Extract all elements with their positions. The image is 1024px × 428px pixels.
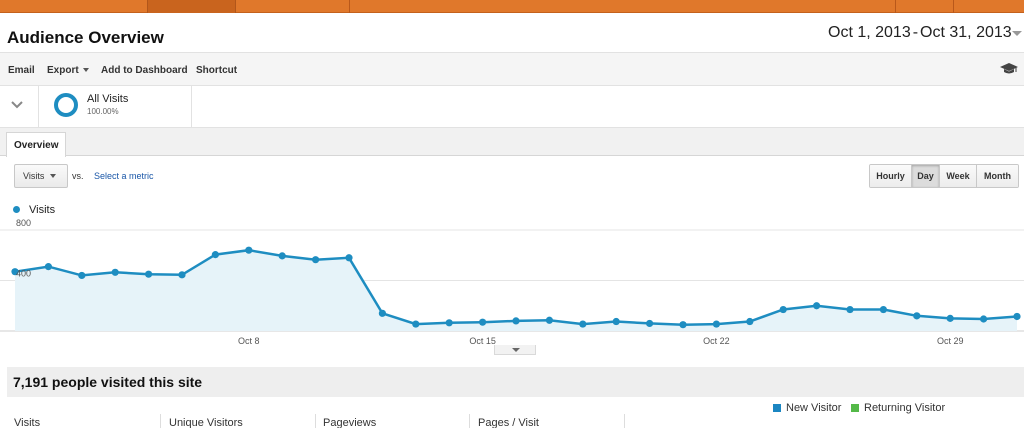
data-point bbox=[679, 321, 687, 329]
data-point bbox=[178, 271, 186, 279]
select-metric-link[interactable]: Select a metric bbox=[94, 171, 154, 181]
add-to-dashboard-button[interactable]: Add to Dashboard bbox=[101, 65, 188, 76]
data-point bbox=[312, 256, 320, 264]
data-point bbox=[813, 302, 821, 310]
data-point bbox=[479, 318, 487, 326]
data-point bbox=[44, 263, 53, 271]
data-point bbox=[980, 315, 988, 323]
data-point bbox=[712, 320, 721, 328]
data-point bbox=[345, 254, 353, 262]
visits-chart: 400 800 Oct 8 Oct 15 Oct 22 Oct 29 bbox=[0, 218, 1024, 346]
period-day-button[interactable]: Day bbox=[912, 165, 940, 187]
stat-label-unique-visitors: Unique Visitors bbox=[169, 417, 243, 428]
chevron-down-icon bbox=[82, 68, 89, 72]
summary-text: 7,191 people visited this site bbox=[13, 374, 203, 390]
series-area bbox=[15, 250, 1017, 331]
data-point bbox=[11, 268, 19, 276]
stat-label-pageviews: Pageviews bbox=[323, 417, 377, 428]
y-tick-label: 800 bbox=[16, 218, 31, 228]
top-nav-bar bbox=[0, 0, 1024, 13]
stat-divider bbox=[160, 414, 161, 428]
period-hourly-button[interactable]: Hourly bbox=[870, 165, 912, 187]
returning-visitor-swatch bbox=[851, 404, 859, 412]
period-week-button[interactable]: Week bbox=[940, 165, 977, 187]
date-range-picker[interactable]: Oct 1, 2013- Oct 31, 2013 bbox=[828, 24, 1012, 42]
x-tick-label: Oct 15 bbox=[469, 336, 496, 346]
date-range-end: Oct 31, 2013 bbox=[920, 24, 1012, 41]
data-point bbox=[579, 320, 587, 328]
legend-dot-icon bbox=[13, 206, 20, 213]
segment-percent: 100.00% bbox=[87, 107, 119, 116]
data-point bbox=[612, 317, 620, 326]
stat-divider bbox=[315, 414, 316, 428]
report-tabs: Overview bbox=[0, 128, 1024, 157]
shortcut-button[interactable]: Shortcut bbox=[196, 65, 238, 76]
stat-label-visits: Visits bbox=[14, 417, 41, 428]
data-point bbox=[779, 305, 787, 314]
stat-divider bbox=[624, 414, 625, 428]
data-point bbox=[78, 271, 86, 280]
chevron-down-icon[interactable] bbox=[10, 98, 24, 112]
top-nav-divider bbox=[349, 0, 350, 13]
stat-label-pages-per-visit: Pages / Visit bbox=[478, 417, 539, 428]
data-point bbox=[746, 317, 754, 326]
data-point bbox=[946, 314, 954, 322]
new-visitor-swatch bbox=[773, 404, 781, 412]
date-range-separator: - bbox=[912, 24, 919, 41]
email-button[interactable]: Email bbox=[8, 65, 35, 76]
legend-series-label: Visits bbox=[29, 204, 56, 216]
date-range-caret-icon[interactable] bbox=[1012, 31, 1022, 36]
data-point bbox=[412, 320, 420, 328]
data-point bbox=[646, 319, 654, 328]
data-point bbox=[111, 268, 119, 276]
data-point bbox=[846, 305, 854, 314]
metric-select-value: Visits bbox=[23, 171, 45, 181]
date-range-start: Oct 1, 2013 bbox=[828, 24, 911, 41]
data-point bbox=[445, 319, 453, 327]
data-point bbox=[1013, 312, 1021, 321]
data-point bbox=[145, 270, 153, 278]
vs-label: vs. bbox=[72, 171, 84, 181]
export-button[interactable]: Export bbox=[47, 65, 89, 76]
y-tick-label: 400 bbox=[16, 269, 31, 279]
page-title: Audience Overview bbox=[7, 28, 164, 47]
data-point bbox=[913, 312, 921, 320]
graduation-cap-icon[interactable] bbox=[1000, 63, 1018, 75]
export-label: Export bbox=[47, 65, 79, 76]
x-tick-label: Oct 29 bbox=[937, 336, 964, 346]
summary-bar: 7,191 people visited this site bbox=[7, 367, 1024, 397]
title-row: Audience Overview Oct 1, 2013- Oct 31, 20… bbox=[0, 14, 1024, 52]
x-tick-label: Oct 22 bbox=[703, 336, 730, 346]
data-point bbox=[879, 305, 888, 314]
metric-select[interactable]: Visits bbox=[14, 164, 68, 188]
segment-divider bbox=[191, 86, 192, 128]
new-visitor-legend: New Visitor bbox=[786, 402, 842, 414]
segment-divider bbox=[38, 86, 39, 128]
data-point bbox=[378, 309, 386, 317]
chart-expand-tab[interactable] bbox=[494, 345, 536, 355]
segment-row: All Visits 100.00% bbox=[0, 86, 1024, 128]
period-month-button[interactable]: Month bbox=[977, 165, 1018, 187]
x-tick-label: Oct 8 bbox=[238, 336, 260, 346]
data-point bbox=[278, 252, 286, 260]
top-nav-divider bbox=[953, 0, 954, 13]
segment-donut-icon bbox=[54, 93, 78, 117]
segment-name[interactable]: All Visits bbox=[87, 93, 129, 105]
chevron-down-icon bbox=[50, 174, 57, 178]
data-point bbox=[211, 251, 219, 259]
tab-overview[interactable]: Overview bbox=[6, 132, 66, 157]
data-point bbox=[245, 246, 253, 254]
stat-divider bbox=[469, 414, 470, 428]
data-point bbox=[545, 316, 554, 324]
period-toggle-group: Hourly Day Week Month bbox=[869, 164, 1019, 188]
returning-visitor-legend: Returning Visitor bbox=[864, 402, 946, 414]
top-nav-tab-active[interactable] bbox=[147, 0, 236, 13]
top-nav-divider bbox=[895, 0, 896, 13]
report-toolbar: Email Export Add to Dashboard Shortcut bbox=[0, 52, 1024, 86]
data-point bbox=[512, 317, 520, 325]
